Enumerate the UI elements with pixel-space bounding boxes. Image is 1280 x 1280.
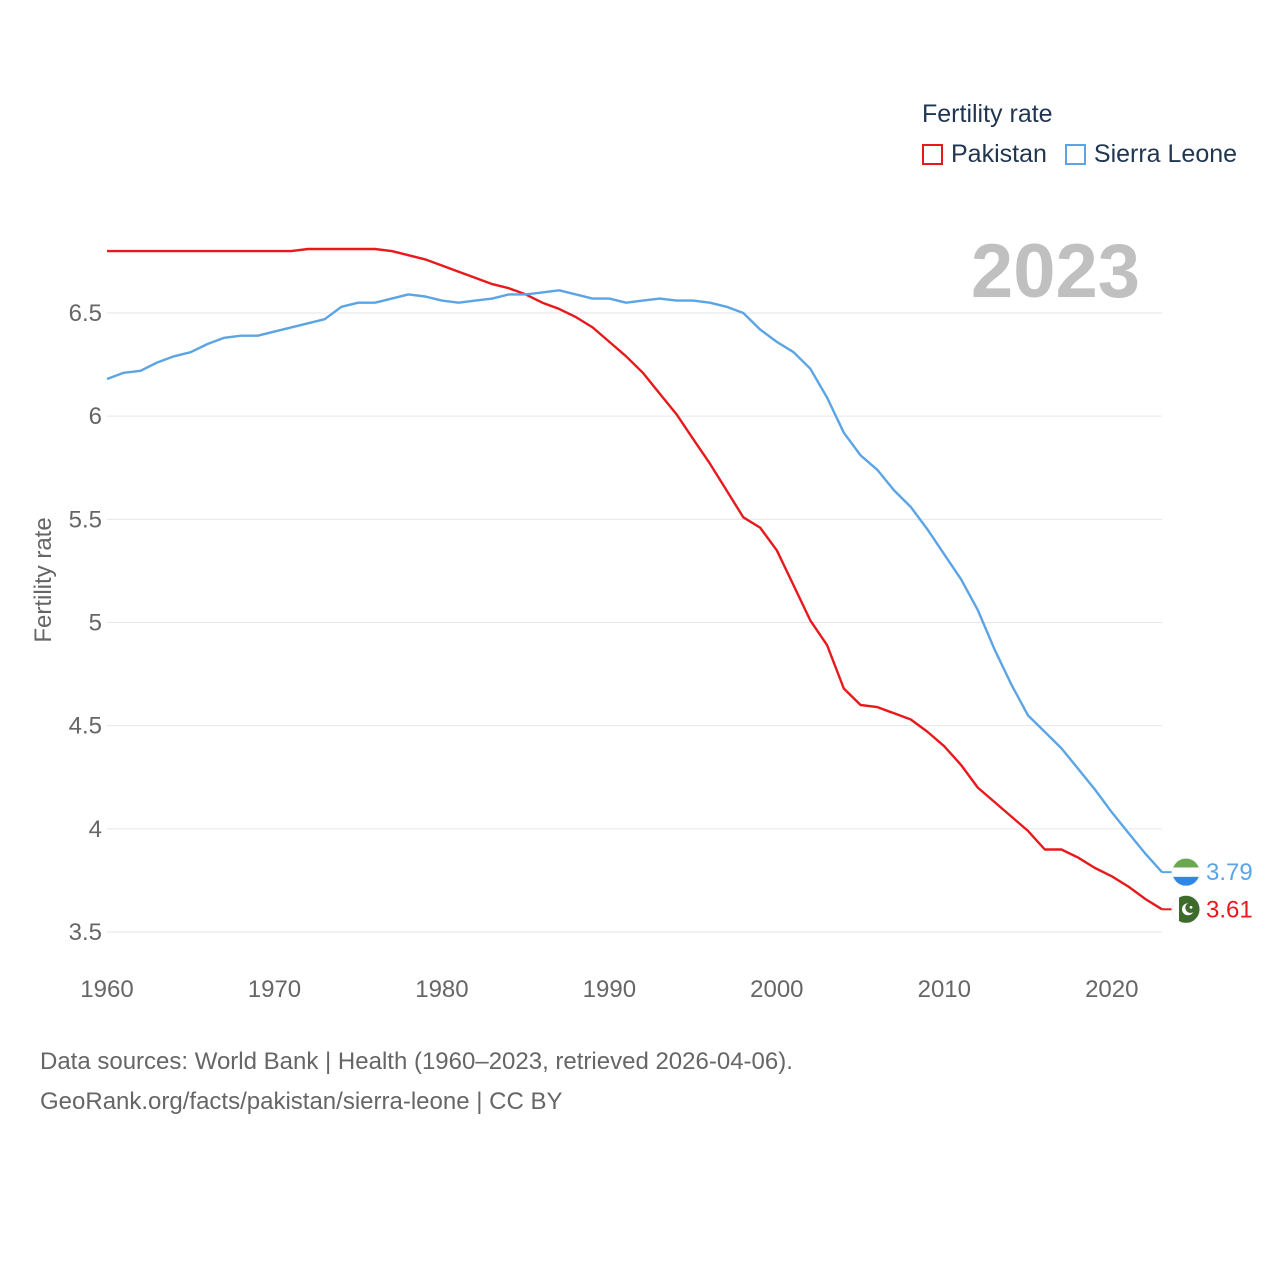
series-lines: [106, 247, 1163, 911]
end-value-label-pakistan: 3.61: [1206, 896, 1253, 923]
y-axis-label: Fertility rate: [30, 517, 57, 642]
series-line-sierra-leone: [106, 289, 1163, 874]
x-tick-label: 1980: [415, 976, 468, 1003]
source-line-2: GeoRank.org/facts/pakistan/sierra-leone …: [40, 1088, 563, 1115]
y-tick-label: 5.5: [69, 506, 102, 533]
flag-icon-sierra-leone: [1171, 857, 1201, 887]
legend-label-sierra-leone: Sierra Leone: [1093, 140, 1238, 168]
grid-lines: [107, 312, 1162, 933]
x-tick-label: 2000: [750, 976, 803, 1003]
axis-ticks: 3.5 4 4.5 5 5.5 6 6.5 1960 1970 1980 1990 2000 2010 2…: [69, 300, 1139, 1003]
x-tick-label: 2020: [1085, 976, 1138, 1003]
y-tick-label: 5: [89, 610, 102, 637]
legend-title: Fertility rate: [922, 100, 1053, 128]
x-tick-label: 2010: [918, 976, 971, 1003]
y-tick-label: 6.5: [69, 300, 102, 327]
y-tick-label: 3.5: [69, 919, 102, 946]
legend-item-pakistan[interactable]: Pakistan: [922, 140, 1047, 169]
year-label: 2023: [970, 229, 1140, 314]
legend-swatch-sierra-leone: [1064, 144, 1086, 165]
source-line-1: Data sources: World Bank | Health (1960–…: [40, 1048, 793, 1075]
legend-swatch-pakistan: [922, 144, 943, 165]
flag-icon-pakistan: [1171, 894, 1201, 924]
x-tick-label: 1990: [583, 976, 636, 1003]
legend: Pakistan Sierra Leone: [922, 140, 1255, 169]
y-tick-label: 6: [89, 403, 102, 430]
legend-item-sierra-leone[interactable]: Sierra Leone: [1064, 140, 1238, 169]
y-tick-label: 4: [89, 816, 102, 843]
y-tick-label: 4.5: [69, 713, 102, 740]
x-tick-label: 1970: [248, 976, 301, 1003]
x-tick-label: 1960: [80, 976, 133, 1003]
end-markers: 3.61 3.79: [1162, 857, 1253, 924]
series-line-pakistan: [107, 247, 1163, 911]
end-value-label-sierra-leone: 3.79: [1206, 859, 1253, 886]
legend-label-pakistan: Pakistan: [951, 140, 1047, 168]
source-note: Data sources: World Bank | Health (1960–…: [40, 1042, 793, 1122]
